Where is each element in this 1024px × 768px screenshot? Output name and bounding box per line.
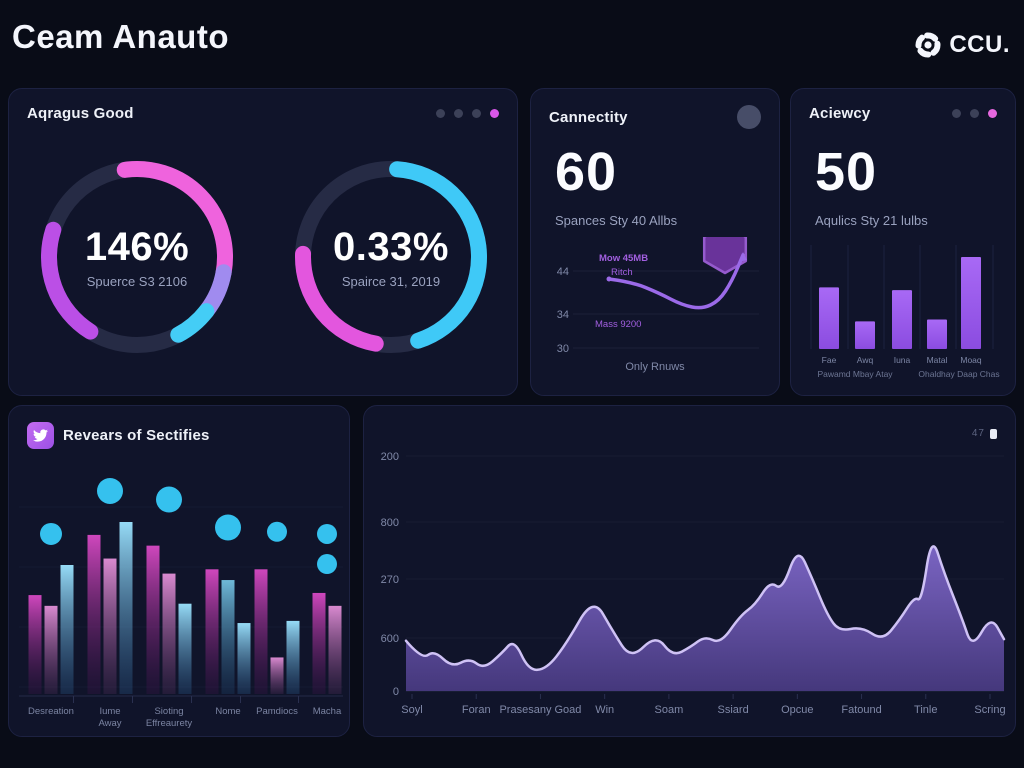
- svg-text:34: 34: [557, 309, 569, 321]
- svg-text:Prasesany Goad: Prasesany Goad: [499, 704, 581, 716]
- trend-chart-options[interactable]: 47: [972, 428, 997, 439]
- svg-text:Ritch: Ritch: [611, 267, 633, 278]
- accuracy-sublabel: Aqulics Sty 21 lulbs: [815, 213, 928, 228]
- svg-text:Pamdiocs: Pamdiocs: [256, 706, 298, 717]
- card-accuracy: Aciewcy 50 Aqulics Sty 21 lulbs Fae Awq Iu…: [790, 88, 1016, 396]
- connectivity-status-circle[interactable]: [737, 105, 761, 129]
- svg-text:Soam: Soam: [655, 704, 684, 716]
- card-trend: 47 200 800 270 600 0 Soyl Foran Prasesany Goad W…: [363, 405, 1016, 737]
- svg-text:Matal: Matal: [927, 355, 948, 365]
- accuracy-bar-chart: Fae Awq Iuna Matal Moaq Pawamd Mbay Atay Ohald…: [803, 237, 1005, 394]
- svg-text:800: 800: [381, 517, 399, 529]
- gear-logo-icon: [915, 32, 941, 58]
- svg-text:44: 44: [557, 266, 569, 278]
- svg-text:Iuna: Iuna: [894, 355, 911, 365]
- svg-text:Win: Win: [595, 704, 614, 716]
- svg-text:30: 30: [557, 343, 569, 355]
- svg-text:Mass 9200: Mass 9200: [595, 319, 641, 330]
- trend-expand-icon: [990, 428, 997, 439]
- svg-text:200: 200: [381, 451, 399, 463]
- card-reviews: Revears of Sectifies Desreation Iume Away S…: [8, 405, 350, 737]
- trend-area-chart: 200 800 270 600 0 Soyl Foran Prasesany Goad Win S…: [364, 406, 1017, 743]
- card-gauges: Aqragus Good 146% Spuerce S3 2106 0.33% …: [8, 88, 518, 396]
- svg-text:Soyl: Soyl: [401, 704, 422, 716]
- svg-text:Scring: Scring: [974, 704, 1005, 716]
- svg-text:Tinle: Tinle: [914, 704, 937, 716]
- svg-text:Fae: Fae: [822, 355, 837, 365]
- pagination-dot-3[interactable]: [988, 109, 997, 118]
- pagination-dot-2[interactable]: [454, 109, 463, 118]
- twitter-icon: [27, 422, 54, 449]
- connectivity-sublabel: Spances Sty 40 Allbs: [555, 213, 678, 228]
- svg-text:Nome: Nome: [215, 706, 240, 717]
- svg-text:0: 0: [393, 686, 399, 698]
- svg-text:270: 270: [381, 574, 399, 586]
- top-header: Ceam Anauto CCU.: [0, 0, 1024, 86]
- pagination-dot-4[interactable]: [490, 109, 499, 118]
- brand-logo-text: CCU.: [949, 31, 1010, 58]
- card-reviews-title: Revears of Sectifies: [63, 427, 210, 444]
- connectivity-x-axis-label: Only Rnuws: [625, 361, 685, 373]
- svg-text:Away: Away: [98, 718, 121, 729]
- pagination-dot-1[interactable]: [952, 109, 961, 118]
- accuracy-value: 50: [815, 142, 878, 202]
- svg-text:Awq: Awq: [857, 355, 874, 365]
- gauge-donut-2: 0.33% Spairce 31, 2019: [285, 151, 497, 363]
- card-gauges-title: Aqragus Good: [27, 105, 134, 122]
- pagination-dot-3[interactable]: [472, 109, 481, 118]
- pagination-dot-1[interactable]: [436, 109, 445, 118]
- svg-text:600: 600: [381, 633, 399, 645]
- svg-text:Macha: Macha: [313, 706, 342, 717]
- card-connectivity-title: Cannectity: [549, 108, 628, 126]
- svg-text:Foran: Foran: [462, 704, 491, 716]
- svg-text:Moaq: Moaq: [960, 355, 982, 365]
- svg-text:Iume: Iume: [99, 706, 120, 717]
- svg-text:Ssiard: Ssiard: [718, 704, 749, 716]
- brand-logo: CCU.: [913, 30, 1010, 60]
- hexagon-icon: [702, 223, 748, 275]
- trend-badge-count: 47: [971, 428, 985, 439]
- svg-text:Desreation: Desreation: [28, 706, 74, 717]
- card-connectivity: Cannectity 60 Spances Sty 40 Allbs 44 34 3…: [530, 88, 780, 396]
- reviews-grouped-chart: Desreation Iume Away Sioting Effreaurety Nome…: [15, 462, 347, 739]
- svg-text:Mow 45MB: Mow 45MB: [599, 253, 648, 264]
- connectivity-value: 60: [555, 142, 618, 202]
- svg-text:Pawamd Mbay Atay: Pawamd Mbay Atay: [817, 369, 893, 379]
- svg-text:Ohaldhay Daap Chas: Ohaldhay Daap Chas: [918, 369, 999, 379]
- card-accuracy-title: Aciewcy: [809, 105, 871, 122]
- gauge-donut-1: 146% Spuerce S3 2106: [31, 151, 243, 363]
- connectivity-line-chart: 44 34 30 Mow 45MB Ritch Mass 9200: [547, 223, 765, 366]
- card-accuracy-pagination-dots[interactable]: [952, 109, 997, 118]
- page-title: Ceam Anauto: [12, 18, 229, 55]
- card-gauges-pagination-dots[interactable]: [436, 109, 499, 118]
- svg-text:Sioting: Sioting: [154, 706, 183, 717]
- svg-text:Opcue: Opcue: [781, 704, 813, 716]
- pagination-dot-2[interactable]: [970, 109, 979, 118]
- svg-text:Effreaurety: Effreaurety: [146, 718, 193, 729]
- svg-text:Fatound: Fatound: [841, 704, 881, 716]
